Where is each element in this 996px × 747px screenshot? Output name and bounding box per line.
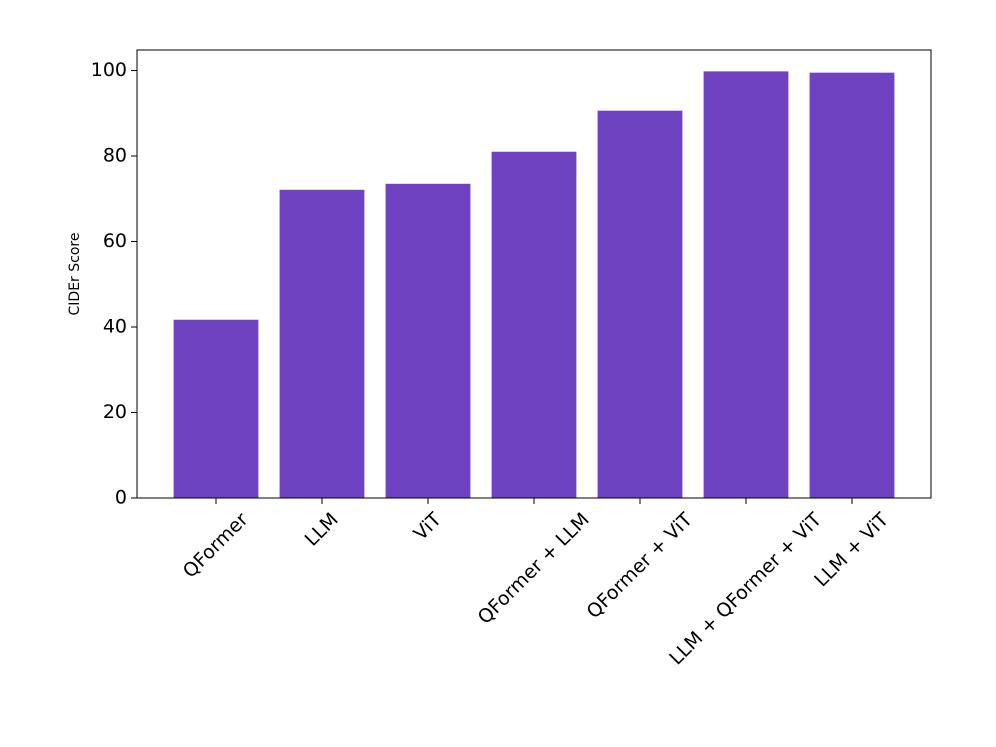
plot-frame <box>136 49 932 499</box>
y-tick-label: 0 <box>115 487 127 509</box>
y-tick-label: 40 <box>103 316 127 338</box>
y-tick-label: 100 <box>91 59 127 81</box>
y-axis-label: CIDEr Score <box>67 233 83 316</box>
bar <box>597 110 683 498</box>
y-tick-label: 60 <box>103 230 127 252</box>
bar <box>703 71 789 498</box>
y-tick-label: 20 <box>103 401 127 423</box>
bar <box>279 189 365 498</box>
bar <box>809 72 895 498</box>
y-tick-label: 80 <box>103 145 127 167</box>
bar <box>491 151 577 498</box>
bar <box>385 183 471 499</box>
bar <box>173 319 259 498</box>
